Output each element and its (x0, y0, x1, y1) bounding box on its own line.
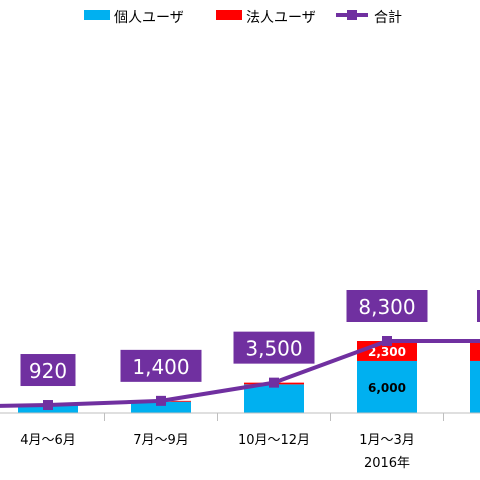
data-label-individual: 6,000 (368, 381, 406, 395)
total-callout-box (20, 354, 76, 387)
bar-corporate (470, 341, 480, 361)
x-tick-label: 10月～12月 (238, 433, 310, 448)
total-marker (156, 395, 166, 406)
legend-label-2: 法人ユーザ (246, 10, 316, 26)
x-tick-label: 4月～6月 (20, 433, 76, 448)
data-label-corporate: 2,300 (368, 345, 406, 359)
series-line-total (0, 339, 480, 408)
total-callout-box (346, 290, 428, 322)
bar-individual (357, 360, 417, 413)
bar-individual (470, 360, 480, 413)
x-tick-label: 1月～3月 (359, 433, 415, 448)
total-callout-label: 8,300 (358, 295, 415, 319)
total-callout-box (477, 290, 480, 322)
legend-swatch-1 (84, 10, 110, 20)
legend-label-3: 合計 (374, 10, 402, 26)
total-callout-box (120, 349, 202, 382)
total-callout-label: 920 (29, 359, 67, 383)
x-tick-sublabel: 2016年 (364, 456, 410, 471)
total-callout-label: 1,400 (132, 355, 189, 379)
legend-swatch-2 (216, 10, 242, 20)
legend-label-1: 個人ユーザ (114, 10, 184, 26)
total-callout-label: 3,500 (245, 337, 302, 361)
bar-individual (244, 384, 304, 413)
bar-individual (131, 401, 191, 413)
legend-swatch-marker (347, 10, 357, 20)
x-tick-label: 7月～9月 (133, 433, 189, 448)
total-marker (269, 377, 279, 388)
total-marker (43, 400, 53, 411)
total-callout-box (233, 331, 315, 364)
total-marker (382, 336, 392, 346)
